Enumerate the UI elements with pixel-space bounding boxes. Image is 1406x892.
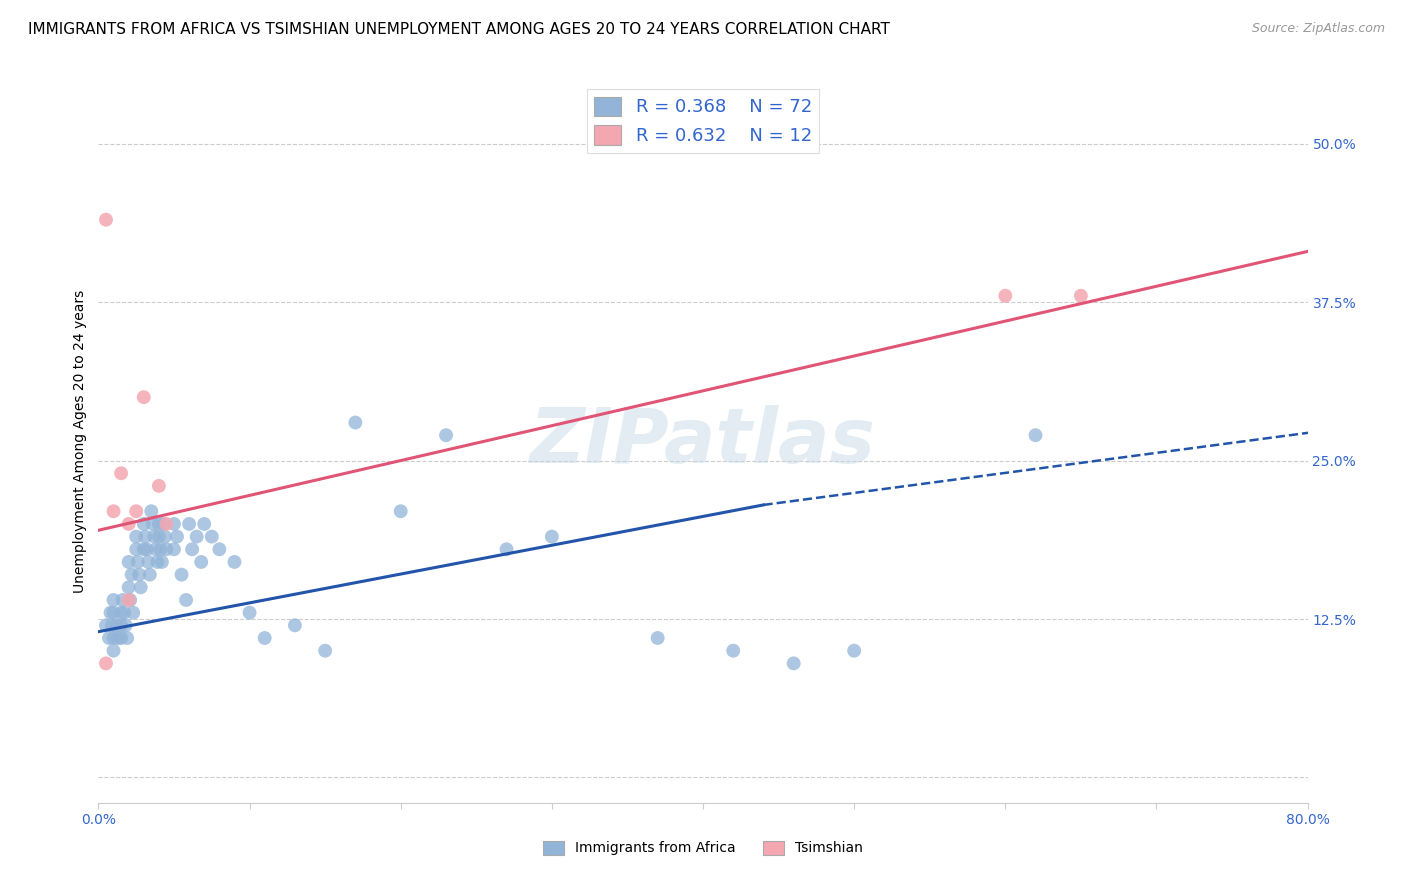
Point — [434, 428, 457, 442]
Point — [110, 631, 132, 645]
Point — [344, 416, 367, 430]
Point — [134, 530, 156, 544]
Point — [148, 516, 170, 531]
Point — [107, 631, 129, 645]
Point — [179, 516, 201, 531]
Point — [170, 567, 193, 582]
Point — [121, 567, 143, 582]
Point — [94, 618, 117, 632]
Point — [94, 212, 117, 227]
Point — [163, 516, 186, 531]
Point — [128, 567, 150, 582]
Point — [723, 643, 745, 657]
Point — [110, 618, 132, 632]
Y-axis label: Unemployment Among Ages 20 to 24 years: Unemployment Among Ages 20 to 24 years — [73, 290, 87, 593]
Point — [118, 593, 141, 607]
Point — [111, 593, 134, 607]
Point — [783, 657, 806, 671]
Point — [155, 542, 177, 557]
Point — [120, 593, 142, 607]
Point — [166, 530, 188, 544]
Point — [103, 504, 125, 518]
Point — [118, 516, 141, 531]
Point — [129, 580, 152, 594]
Point — [193, 516, 215, 531]
Point — [208, 542, 231, 557]
Point — [314, 643, 336, 657]
Point — [145, 542, 167, 557]
Point — [186, 530, 208, 544]
Point — [844, 643, 866, 657]
Point — [389, 504, 412, 518]
Point — [253, 631, 276, 645]
Point — [139, 567, 162, 582]
Point — [122, 606, 145, 620]
Point — [153, 530, 176, 544]
Point — [152, 516, 174, 531]
Point — [125, 530, 148, 544]
Point — [1024, 428, 1046, 442]
Text: IMMIGRANTS FROM AFRICA VS TSIMSHIAN UNEMPLOYMENT AMONG AGES 20 TO 24 YEARS CORRE: IMMIGRANTS FROM AFRICA VS TSIMSHIAN UNEM… — [28, 22, 890, 37]
Point — [239, 606, 262, 620]
Point — [94, 657, 117, 671]
Point — [146, 555, 169, 569]
Point — [181, 542, 204, 557]
Point — [284, 618, 307, 632]
Point — [994, 289, 1017, 303]
Point — [103, 606, 125, 620]
Point — [132, 542, 155, 557]
Point — [110, 606, 132, 620]
Point — [105, 618, 128, 632]
Point — [155, 516, 177, 531]
Point — [495, 542, 517, 557]
Point — [174, 593, 197, 607]
Point — [136, 555, 159, 569]
Point — [148, 479, 170, 493]
Point — [135, 542, 157, 557]
Point — [190, 555, 212, 569]
Point — [150, 555, 173, 569]
Point — [118, 580, 141, 594]
Point — [100, 606, 122, 620]
Point — [149, 542, 172, 557]
Point — [132, 516, 155, 531]
Text: Source: ZipAtlas.com: Source: ZipAtlas.com — [1251, 22, 1385, 36]
Point — [540, 530, 562, 544]
Point — [110, 467, 132, 481]
Point — [201, 530, 224, 544]
Point — [118, 555, 141, 569]
Point — [125, 542, 148, 557]
Text: ZIPatlas: ZIPatlas — [530, 405, 876, 478]
Point — [1070, 289, 1092, 303]
Point — [103, 643, 125, 657]
Point — [142, 516, 165, 531]
Point — [224, 555, 246, 569]
Point — [127, 555, 149, 569]
Point — [114, 618, 136, 632]
Point — [103, 593, 125, 607]
Point — [163, 542, 186, 557]
Point — [103, 631, 125, 645]
Point — [98, 631, 121, 645]
Point — [647, 631, 669, 645]
Point — [125, 504, 148, 518]
Point — [141, 504, 163, 518]
Point — [115, 631, 138, 645]
Legend: Immigrants from Africa, Tsimshian: Immigrants from Africa, Tsimshian — [537, 835, 869, 861]
Point — [132, 390, 155, 404]
Point — [143, 530, 166, 544]
Point — [112, 606, 135, 620]
Point — [148, 530, 170, 544]
Point — [101, 618, 124, 632]
